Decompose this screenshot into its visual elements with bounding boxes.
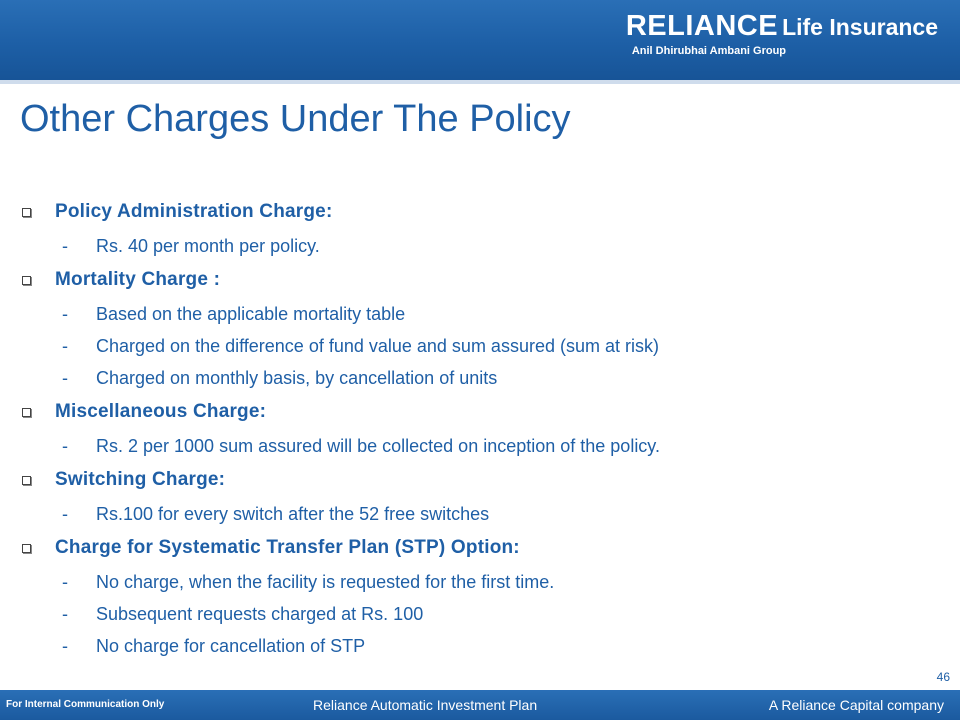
charge-section: Policy Administration Charge: - Rs. 40 per… [22, 194, 922, 262]
square-bullet-icon [22, 275, 31, 285]
charge-heading-row: Policy Administration Charge: [22, 194, 922, 230]
dash-marker: - [62, 367, 68, 388]
dash-marker: - [62, 303, 68, 324]
charge-detail-text: Subsequent requests charged at Rs. 100 [96, 603, 424, 624]
charge-heading: Miscellaneous Charge: [55, 401, 267, 422]
charge-detail-text: Charged on monthly basis, by cancellatio… [96, 367, 498, 388]
dash-marker: - [62, 603, 68, 624]
charge-section: Charge for Systematic Transfer Plan (STP… [22, 530, 922, 662]
header-divider [0, 80, 960, 84]
charge-detail-item: - Rs. 2 per 1000 sum assured will be coll… [22, 430, 922, 462]
dash-marker: - [62, 503, 68, 524]
charge-heading: Policy Administration Charge: [55, 201, 333, 222]
square-bullet-icon [22, 475, 31, 485]
footer-confidentiality: For Internal Communication Only [6, 699, 165, 710]
charge-detail-text: Based on the applicable mortality table [96, 303, 406, 324]
charge-detail-item: - Rs. 40 per month per policy. [22, 230, 922, 262]
square-bullet-icon [22, 407, 31, 417]
charge-section: Switching Charge: - Rs.100 for every switc… [22, 462, 922, 530]
charge-section: Miscellaneous Charge: - Rs. 2 per 1000 sum… [22, 394, 922, 462]
page-number: 46 [936, 670, 950, 684]
slide-content: Policy Administration Charge: - Rs. 40 per… [22, 194, 922, 662]
slide-title: Other Charges Under The Policy [20, 98, 571, 140]
charge-heading: Charge for Systematic Transfer Plan (STP… [55, 537, 520, 558]
dash-marker: - [62, 435, 68, 456]
dash-marker: - [62, 235, 68, 256]
footer-bar: For Internal Communication Only Reliance… [0, 690, 960, 720]
charge-heading-row: Miscellaneous Charge: [22, 394, 922, 430]
dash-marker: - [62, 571, 68, 592]
square-bullet-icon [22, 543, 31, 553]
charge-detail-text: Rs. 2 per 1000 sum assured will be colle… [96, 435, 660, 456]
charge-detail-item: - Charged on monthly basis, by cancellati… [22, 362, 922, 394]
charge-heading-row: Charge for Systematic Transfer Plan (STP… [22, 530, 922, 566]
charge-detail-text: Charged on the difference of fund value … [96, 335, 659, 356]
logo-product: Life Insurance [782, 14, 938, 40]
charge-section: Mortality Charge : - Based on the applicab… [22, 262, 922, 394]
square-bullet-icon [22, 207, 31, 217]
charge-heading-row: Mortality Charge : [22, 262, 922, 298]
logo-brand: RELIANCE [625, 10, 779, 42]
charge-detail-text: No charge, when the facility is requeste… [96, 571, 555, 592]
logo-group: Anil Dhirubhai Ambani Group [631, 45, 787, 57]
charge-detail-item: - No charge, when the facility is request… [22, 566, 922, 598]
charge-heading-row: Switching Charge: [22, 462, 922, 498]
header-bar: RELIANCE Life Insurance Anil Dhirubhai Am… [0, 0, 960, 80]
dash-marker: - [62, 635, 68, 656]
charge-heading: Mortality Charge : [55, 269, 221, 290]
charge-detail-item: - Rs.100 for every switch after the 52 fr… [22, 498, 922, 530]
footer-company: A Reliance Capital company [768, 697, 944, 713]
reliance-logo: RELIANCE Life Insurance Anil Dhirubhai Am… [625, 10, 938, 58]
dash-marker: - [62, 335, 68, 356]
footer-product-name: Reliance Automatic Investment Plan [313, 697, 538, 713]
charge-detail-item: - Based on the applicable mortality table [22, 298, 922, 330]
charge-detail-item: - No charge for cancellation of STP [22, 630, 922, 662]
charge-detail-text: Rs.100 for every switch after the 52 fre… [96, 503, 490, 524]
charge-detail-text: No charge for cancellation of STP [96, 635, 366, 656]
charge-detail-text: Rs. 40 per month per policy. [96, 235, 320, 256]
charge-heading: Switching Charge: [55, 469, 226, 490]
charge-detail-item: - Subsequent requests charged at Rs. 100 [22, 598, 922, 630]
charge-detail-item: - Charged on the difference of fund value… [22, 330, 922, 362]
